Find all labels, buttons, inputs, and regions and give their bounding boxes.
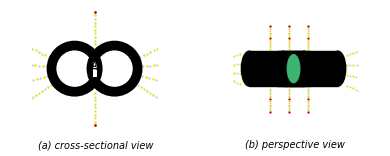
Text: (a) cross-sectional view: (a) cross-sectional view: [38, 140, 153, 150]
Bar: [249, 51, 304, 86]
Bar: [277, 51, 310, 86]
Ellipse shape: [330, 51, 346, 86]
Ellipse shape: [287, 55, 300, 83]
Ellipse shape: [241, 51, 257, 86]
Ellipse shape: [275, 51, 291, 86]
Ellipse shape: [296, 51, 312, 86]
Bar: [92, 61, 97, 77]
Bar: [283, 51, 338, 86]
Text: (b) perspective view: (b) perspective view: [245, 140, 344, 150]
Text: d: d: [92, 60, 98, 69]
